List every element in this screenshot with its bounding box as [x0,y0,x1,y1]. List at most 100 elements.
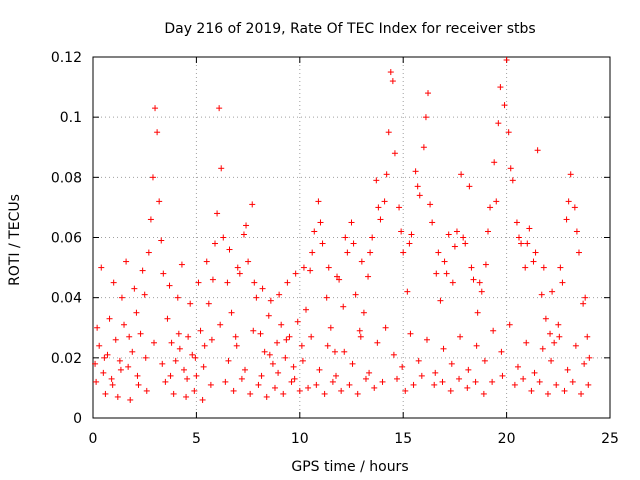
data-point [323,294,330,301]
data-point [516,234,523,241]
data-point [458,171,465,178]
data-point [542,315,549,322]
data-point [133,309,140,316]
data-point [383,171,390,178]
data-point [474,309,481,316]
data-point [125,363,132,370]
data-point [207,381,214,388]
data-point [391,150,398,157]
data-point [175,330,182,337]
data-point [536,378,543,385]
y-tick-label: 0.12 [51,50,82,66]
data-point [294,318,301,325]
data-point [311,228,318,235]
data-point [465,366,472,373]
data-point [582,294,589,301]
data-point [416,192,423,199]
data-point [437,297,444,304]
data-point [544,390,551,397]
data-point [220,234,227,241]
data-point [199,396,206,403]
data-point [457,333,464,340]
data-point [250,327,257,334]
data-point [425,90,432,97]
data-point [290,363,297,370]
data-point [249,201,256,208]
data-point [96,342,103,349]
y-tick-label: 0.04 [51,291,82,307]
data-point [484,228,491,235]
data-point [191,387,198,394]
data-point [341,348,348,355]
data-point [92,360,99,367]
data-point [184,375,191,382]
data-point [404,288,411,295]
data-point [309,249,316,256]
data-point [375,204,382,211]
data-point [243,222,250,229]
data-point [497,84,504,91]
data-point [114,393,121,400]
data-point [121,321,128,328]
data-point [160,270,167,277]
data-point [212,240,219,247]
data-point [340,303,347,310]
data-point [187,300,194,307]
data-point [112,336,119,343]
data-point [292,270,299,277]
data-point [354,390,361,397]
data-point [259,285,266,292]
data-point [162,378,169,385]
data-point [390,351,397,358]
data-point [145,249,152,256]
data-point [373,177,380,184]
data-point [501,102,508,109]
data-point [348,219,355,226]
data-point [539,345,546,352]
data-point [449,279,456,286]
data-point [159,360,166,367]
data-point [460,234,467,241]
data-point [238,375,245,382]
data-point [208,336,215,343]
data-point [265,312,272,319]
data-point [123,258,130,265]
data-point [104,351,111,358]
data-point [433,270,440,277]
data-point [377,216,384,223]
data-point [166,282,173,289]
data-point [414,183,421,190]
data-point [393,375,400,382]
data-point [547,330,554,337]
data-point [440,345,447,352]
data-point [263,393,270,400]
data-point [176,345,183,352]
data-point [429,219,436,226]
data-point [571,204,578,211]
data-point [247,390,254,397]
data-point [398,228,405,235]
data-point [511,381,518,388]
data-point [585,381,592,388]
data-point [258,372,265,379]
data-point [530,258,537,265]
data-point [563,216,570,223]
data-point [172,357,179,364]
data-point [505,129,512,136]
data-point [236,270,243,277]
data-point [584,333,591,340]
data-point [336,276,343,283]
data-point [299,357,306,364]
data-point [152,105,159,112]
data-point [217,321,224,328]
data-point [94,324,101,331]
data-point [167,372,174,379]
x-axis-label: GPS time / hours [291,459,408,475]
data-point [443,270,450,277]
data-point [567,171,574,178]
data-point [93,378,100,385]
y-tick-label: 0.06 [51,231,82,247]
data-point [327,324,334,331]
data-point [108,375,115,382]
data-point [180,366,187,373]
